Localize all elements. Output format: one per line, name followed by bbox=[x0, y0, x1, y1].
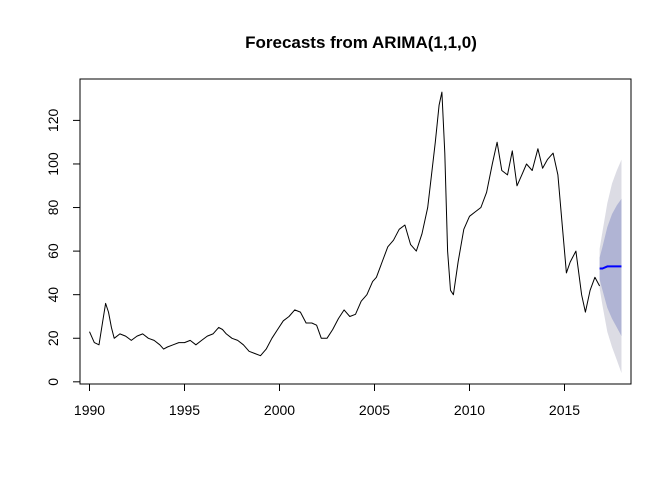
x-tick-label: 2010 bbox=[454, 402, 485, 418]
observed-line bbox=[89, 91, 601, 357]
y-axis: 0 20 40 60 80 100 120 bbox=[45, 109, 81, 386]
y-tick-label: 100 bbox=[45, 152, 61, 176]
interval-band-80 bbox=[599, 198, 622, 337]
x-axis: 1990 1995 2000 2005 2010 2015 bbox=[74, 383, 580, 418]
forecast-line bbox=[599, 265, 622, 270]
x-tick-label: 1995 bbox=[169, 402, 200, 418]
x-tick-label: 2005 bbox=[359, 402, 390, 418]
y-tick-label: 120 bbox=[45, 109, 61, 133]
x-tick-label: 2000 bbox=[264, 402, 295, 418]
y-tick-label: 60 bbox=[45, 243, 61, 259]
y-tick-label: 40 bbox=[45, 287, 61, 303]
chart-title: Forecasts from ARIMA(1,1,0) bbox=[245, 33, 477, 52]
y-tick-label: 20 bbox=[45, 330, 61, 346]
x-tick-label: 2015 bbox=[549, 402, 580, 418]
y-tick-label: 80 bbox=[45, 200, 61, 216]
y-tick-label: 0 bbox=[45, 378, 61, 386]
series-lines bbox=[89, 91, 622, 357]
x-tick-label: 1990 bbox=[74, 402, 105, 418]
